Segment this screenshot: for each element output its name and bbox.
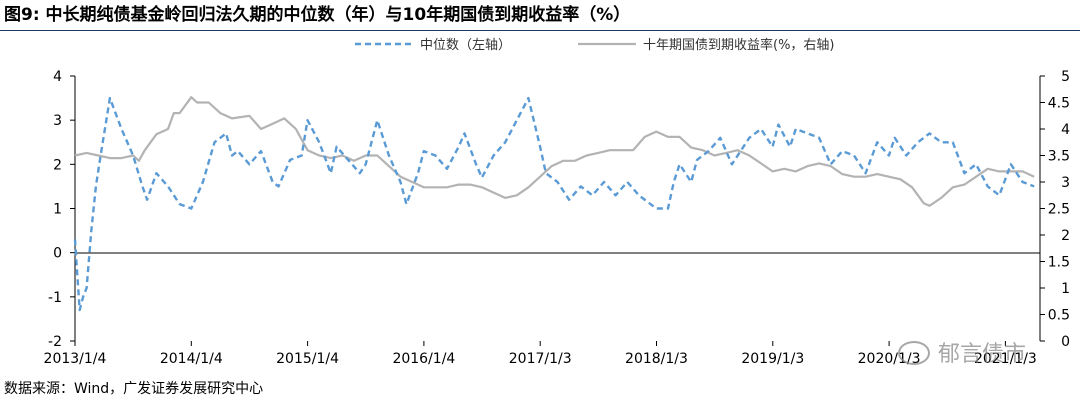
x-axis-tick-label: 2013/1/4 xyxy=(44,351,107,367)
x-axis-tick-label: 2021/1/3 xyxy=(974,351,1037,367)
left-axis-tick-label: 3 xyxy=(53,113,62,129)
left-axis-tick-label: 2 xyxy=(53,157,62,173)
right-axis-tick-label: 1 xyxy=(1061,281,1070,297)
x-axis-tick-label: 2014/1/4 xyxy=(160,351,223,367)
wechat-icon xyxy=(898,341,930,365)
right-axis-tick-label: 2 xyxy=(1061,228,1070,244)
right-axis-tick-label: 1.5 xyxy=(1048,255,1070,271)
legend-label-yield: 十年期国债到期收益率(%，右轴) xyxy=(643,37,835,53)
left-axis-tick-label: 0 xyxy=(53,246,62,262)
left-axis-tick-label: -2 xyxy=(48,334,62,350)
legend-label-median: 中位数（左轴） xyxy=(420,38,511,53)
watermark: 郁言债市 xyxy=(898,336,1026,368)
median-duration-line xyxy=(73,96,1035,312)
treasury-yield-line xyxy=(74,96,1035,207)
x-axis-tick-label: 2019/1/3 xyxy=(741,351,804,367)
x-axis-tick-label: 2016/1/4 xyxy=(392,351,455,367)
right-axis-tick-label: 0.5 xyxy=(1048,308,1070,324)
x-axis-tick-label: 2017/1/3 xyxy=(509,351,572,367)
watermark-label: 郁言债市 xyxy=(938,342,1027,367)
right-axis-tick-label: 5 xyxy=(1061,69,1070,85)
right-axis-tick-label: 4 xyxy=(1061,122,1070,138)
right-axis-tick-label: 3 xyxy=(1061,175,1070,191)
source-note: 数据来源：Wind，广发证券发展研究中心 xyxy=(4,381,264,397)
right-axis-tick-label: 4.5 xyxy=(1048,96,1070,112)
left-axis-tick-label: 4 xyxy=(53,69,62,85)
x-axis-tick-label: 2018/1/3 xyxy=(625,351,688,367)
right-axis-tick-label: 0 xyxy=(1061,334,1070,350)
right-axis-tick-label: 2.5 xyxy=(1048,202,1070,218)
right-axis-tick-label: 3.5 xyxy=(1048,149,1070,165)
chart-title: 图9: 中长期纯债基金岭回归法久期的中位数（年）与10年期国债到期收益率（%） xyxy=(4,5,631,25)
left-axis-tick-label: -1 xyxy=(48,290,62,306)
title-divider xyxy=(0,30,1080,31)
x-axis-tick-label: 2015/1/4 xyxy=(276,351,339,367)
left-axis-tick-label: 1 xyxy=(53,202,62,218)
